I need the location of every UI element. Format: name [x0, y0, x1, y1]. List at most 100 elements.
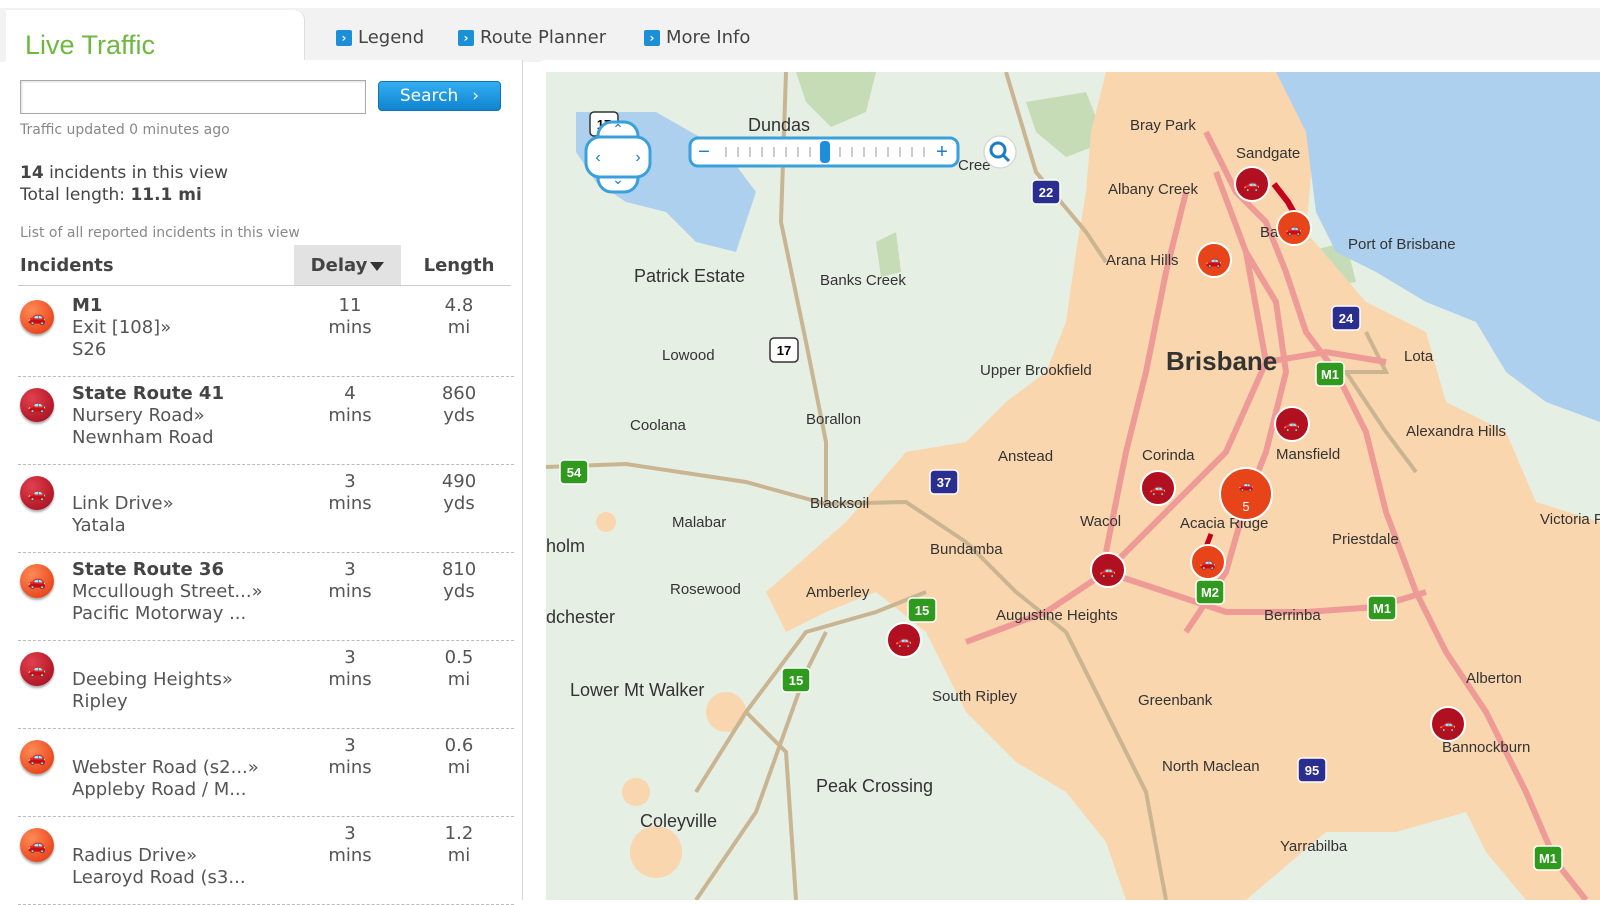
live-traffic-tab[interactable]: Live Traffic: [6, 10, 304, 64]
place-label: Rosewood: [670, 581, 741, 598]
incident-row[interactable]: 🚗 M1 Exit [108]» S26 11 mins 4.8 mi: [18, 288, 514, 377]
place-label: Peak Crossing: [816, 776, 933, 796]
zoom-out-icon[interactable]: −: [698, 141, 710, 163]
traffic-jam-icon: 🚗: [20, 388, 54, 422]
incident-marker[interactable]: 🚗: [1276, 210, 1312, 246]
traffic-map[interactable]: Bray Park Sandgate Albany Creek Dundas Patri…: [546, 72, 1600, 900]
incident-marker[interactable]: 🚗: [1430, 706, 1466, 742]
zoom-slider-handle[interactable]: [820, 141, 830, 163]
incident-marker[interactable]: 🚗: [1274, 406, 1310, 442]
incident-row[interactable]: 🚗 State Route 36 Mccullough Street...» Paci…: [18, 552, 514, 641]
incident-marker[interactable]: 🚗: [1140, 470, 1176, 506]
incident-length: 490: [441, 471, 477, 492]
zoom-slider[interactable]: − +: [688, 136, 960, 168]
list-caption: List of all reported incidents in this v…: [20, 225, 300, 241]
incident-from[interactable]: Mccullough Street...»: [72, 581, 263, 602]
incident-cluster-marker[interactable]: 🚗5: [1219, 467, 1273, 521]
traffic-jam-icon: 🚗: [20, 300, 54, 334]
svg-text:🚗: 🚗: [1100, 563, 1116, 578]
route-shield: 24: [1331, 305, 1361, 331]
length-column-header[interactable]: Length: [423, 255, 495, 276]
incident-from-label: Mccullough Street...: [72, 581, 252, 602]
total-length-value: 11.1 mi: [130, 185, 202, 205]
incident-to: Learoyd Road (s3...: [72, 867, 246, 888]
place-label: Banks Creek: [820, 272, 906, 289]
incident-marker[interactable]: 🚗: [1234, 166, 1270, 202]
place-label: Port of Brisbane: [1348, 236, 1456, 253]
incident-markers[interactable]: 🚗 🚗 🚗 🚗 🚗 🚗 🚗 🚗 🚗 🚗5: [886, 166, 1466, 742]
delay-column-header[interactable]: Delay: [294, 245, 401, 285]
more-info-link[interactable]: › More Info: [644, 27, 750, 48]
incident-from[interactable]: Deebing Heights»: [72, 669, 233, 690]
search-button[interactable]: Search ›: [378, 81, 501, 111]
incident-length-unit: mi: [447, 317, 471, 338]
route-shield: 15: [907, 597, 937, 623]
incident-delay: 11: [338, 295, 362, 316]
incident-row[interactable]: 🚗 Webster Road (s2...» Appleby Road / M...…: [18, 728, 514, 817]
chevron-right-icon: ›: [336, 29, 352, 46]
svg-text:17: 17: [777, 343, 791, 358]
incident-delay-unit: mins: [328, 581, 372, 602]
pan-left-icon[interactable]: ‹: [595, 149, 600, 166]
pan-right-icon[interactable]: ›: [635, 149, 640, 166]
incident-delay-unit: mins: [328, 757, 372, 778]
place-label: dchester: [546, 607, 615, 627]
place-label: Yarrabilba: [1280, 838, 1348, 855]
route-shield: 15: [781, 667, 811, 693]
delay-column-label: Delay: [310, 255, 368, 276]
traffic-jam-icon: 🚗: [20, 828, 54, 862]
double-chevron-icon: »: [186, 845, 198, 866]
svg-text:M1: M1: [1539, 851, 1557, 866]
incident-delay-unit: mins: [328, 493, 372, 514]
total-length: Total length: 11.1 mi: [20, 185, 202, 205]
incident-delay: 3: [344, 647, 356, 668]
incident-length-unit: mi: [447, 669, 471, 690]
incident-from[interactable]: Exit [108]»: [72, 317, 171, 338]
incident-sidebar: Search › Traffic updated 0 minutes ago 1…: [6, 60, 523, 905]
place-label: Bray Park: [1130, 117, 1196, 134]
incident-row[interactable]: 🚗 Radius Drive» Learoyd Road (s3... 3 mins 1.…: [18, 816, 514, 905]
route-shield: 95: [1297, 757, 1327, 783]
svg-text:🚗: 🚗: [1284, 417, 1300, 432]
svg-text:🚗: 🚗: [896, 633, 912, 648]
zoom-to-fit-button[interactable]: [983, 135, 1017, 169]
incident-from[interactable]: Radius Drive»: [72, 845, 197, 866]
legend-link[interactable]: › Legend: [336, 27, 424, 48]
incident-from-label: Radius Drive: [72, 845, 187, 866]
svg-text:🚗: 🚗: [1150, 481, 1166, 496]
incident-from[interactable]: Nursery Road»: [72, 405, 205, 426]
svg-text:🚗: 🚗: [1244, 177, 1260, 192]
incident-road: State Route 36: [72, 559, 224, 580]
zoom-in-icon[interactable]: +: [936, 141, 948, 163]
incident-length: 860: [441, 383, 477, 404]
incident-table-header: Incidents Delay Length: [18, 245, 511, 286]
place-label: Coolana: [630, 417, 687, 434]
cluster-count: 5: [1242, 499, 1249, 514]
incident-length: 0.6: [444, 735, 474, 756]
incident-from[interactable]: Link Drive»: [72, 493, 174, 514]
incident-from-label: Exit [108]: [72, 317, 161, 338]
incident-row[interactable]: 🚗 Deebing Heights» Ripley 3 mins 0.5 mi: [18, 640, 514, 729]
pan-control[interactable]: ⌃ ‹ › ⌄: [584, 120, 652, 194]
place-label: Coleyville: [640, 811, 717, 831]
incident-to: S26: [72, 339, 107, 360]
map-canvas[interactable]: Bray Park Sandgate Albany Creek Dundas Patri…: [546, 72, 1600, 900]
pan-down-icon[interactable]: ⌄: [612, 171, 624, 187]
incident-from-label: Webster Road (s2...: [72, 757, 248, 778]
incident-marker[interactable]: 🚗: [886, 622, 922, 658]
incident-marker[interactable]: 🚗: [1190, 544, 1226, 580]
place-label: Upper Brookfield: [980, 362, 1092, 379]
place-label: Cree: [958, 157, 991, 174]
incident-length: 0.5: [444, 647, 474, 668]
incident-delay-unit: mins: [328, 405, 372, 426]
route-shield: 22: [1031, 179, 1061, 205]
search-input[interactable]: [20, 80, 366, 114]
pan-up-icon[interactable]: ⌃: [612, 121, 624, 137]
incident-row[interactable]: 🚗 Link Drive» Yatala 3 mins 490 yds: [18, 464, 514, 553]
incident-marker[interactable]: 🚗: [1090, 552, 1126, 588]
incident-from[interactable]: Webster Road (s2...»: [72, 757, 259, 778]
route-planner-link[interactable]: › Route Planner: [458, 27, 606, 48]
incident-marker[interactable]: 🚗: [1196, 242, 1232, 278]
place-label: Lowood: [662, 347, 715, 364]
incident-row[interactable]: 🚗 State Route 41 Nursery Road» Newnham Road…: [18, 376, 514, 465]
